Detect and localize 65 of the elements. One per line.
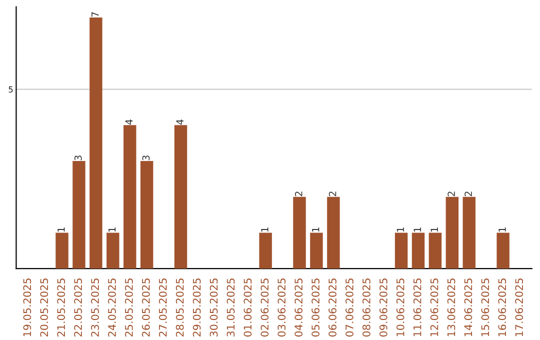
x-tick-label: 21.05.2025 [57,278,66,337]
data-label: 1 [414,227,421,232]
x-tick-label: 04.06.2025 [294,278,303,337]
bar [56,232,68,269]
x-tick-label: 08.06.2025 [362,278,370,337]
data-label: 1 [430,227,438,232]
x-tick-label: 29.05.2025 [192,278,201,337]
x-tick-label: 22.05.2025 [74,278,82,337]
x-tick-label: 12.06.2025 [430,278,438,336]
bar [412,232,425,269]
data-label: 2 [294,192,302,196]
bar [496,232,510,269]
x-tick-label: 09.06.2025 [379,278,388,337]
x-tick-label: 13.06.2025 [447,278,456,336]
x-tick-label: 15.06.2025 [481,278,490,336]
data-label: 2 [328,192,336,196]
data-label: 1 [396,227,404,232]
bar [327,196,340,269]
bar [123,125,136,269]
data-label: 2 [464,192,472,196]
data-label: 4 [125,120,133,125]
x-tick-label: 24.05.2025 [108,278,116,337]
x-tick-label: 30.05.2025 [210,278,218,336]
x-tick-label: 20.05.2025 [40,278,48,337]
x-tick-label: 26.05.2025 [142,278,150,337]
bar [293,196,306,269]
x-tick-label: 19.05.2025 [23,278,32,336]
bar [310,232,323,269]
bar [428,232,442,269]
x-tick-label: 03.06.2025 [278,278,286,337]
x-tick-label: 11.06.2025 [413,278,422,336]
x-tick-label: 07.06.2025 [346,278,354,337]
x-tick-label: 05.06.2025 [312,278,320,337]
y-tick-label: 5 [8,86,13,93]
x-tick-label: 14.06.2025 [464,278,472,336]
data-label: 3 [74,156,82,160]
data-label: 2 [448,192,455,196]
bar [394,232,408,269]
x-tick-label: 27.05.2025 [158,278,167,337]
data-label: 1 [498,227,506,232]
bar [72,161,86,269]
data-label: 3 [142,156,150,160]
data-label: 7 [92,12,99,17]
bar [259,232,272,269]
bar [90,18,102,269]
data-label: 4 [176,120,184,125]
bar [446,196,459,269]
x-tick-label: 23.05.2025 [91,278,99,337]
bar [462,196,476,269]
bar [106,232,120,269]
x-tick-label: 02.06.2025 [260,278,269,337]
x-tick-label: 31.05.2025 [226,278,235,336]
x-tick-label: 01.06.2025 [244,278,252,337]
x-tick-label: 25.05.2025 [125,278,133,337]
x-tick-label: 06.06.2025 [328,278,336,337]
data-label: 1 [312,227,320,232]
x-tick-label: 28.05.2025 [176,278,184,337]
data-label: 1 [261,227,268,232]
x-tick-label: 10.06.2025 [396,278,404,336]
bar [140,161,154,269]
data-label: 1 [58,227,65,232]
bar [174,125,188,269]
x-tick-label: 17.06.2025 [515,278,524,336]
data-label: 1 [108,227,116,232]
x-tick-label: 16.06.2025 [498,278,506,336]
